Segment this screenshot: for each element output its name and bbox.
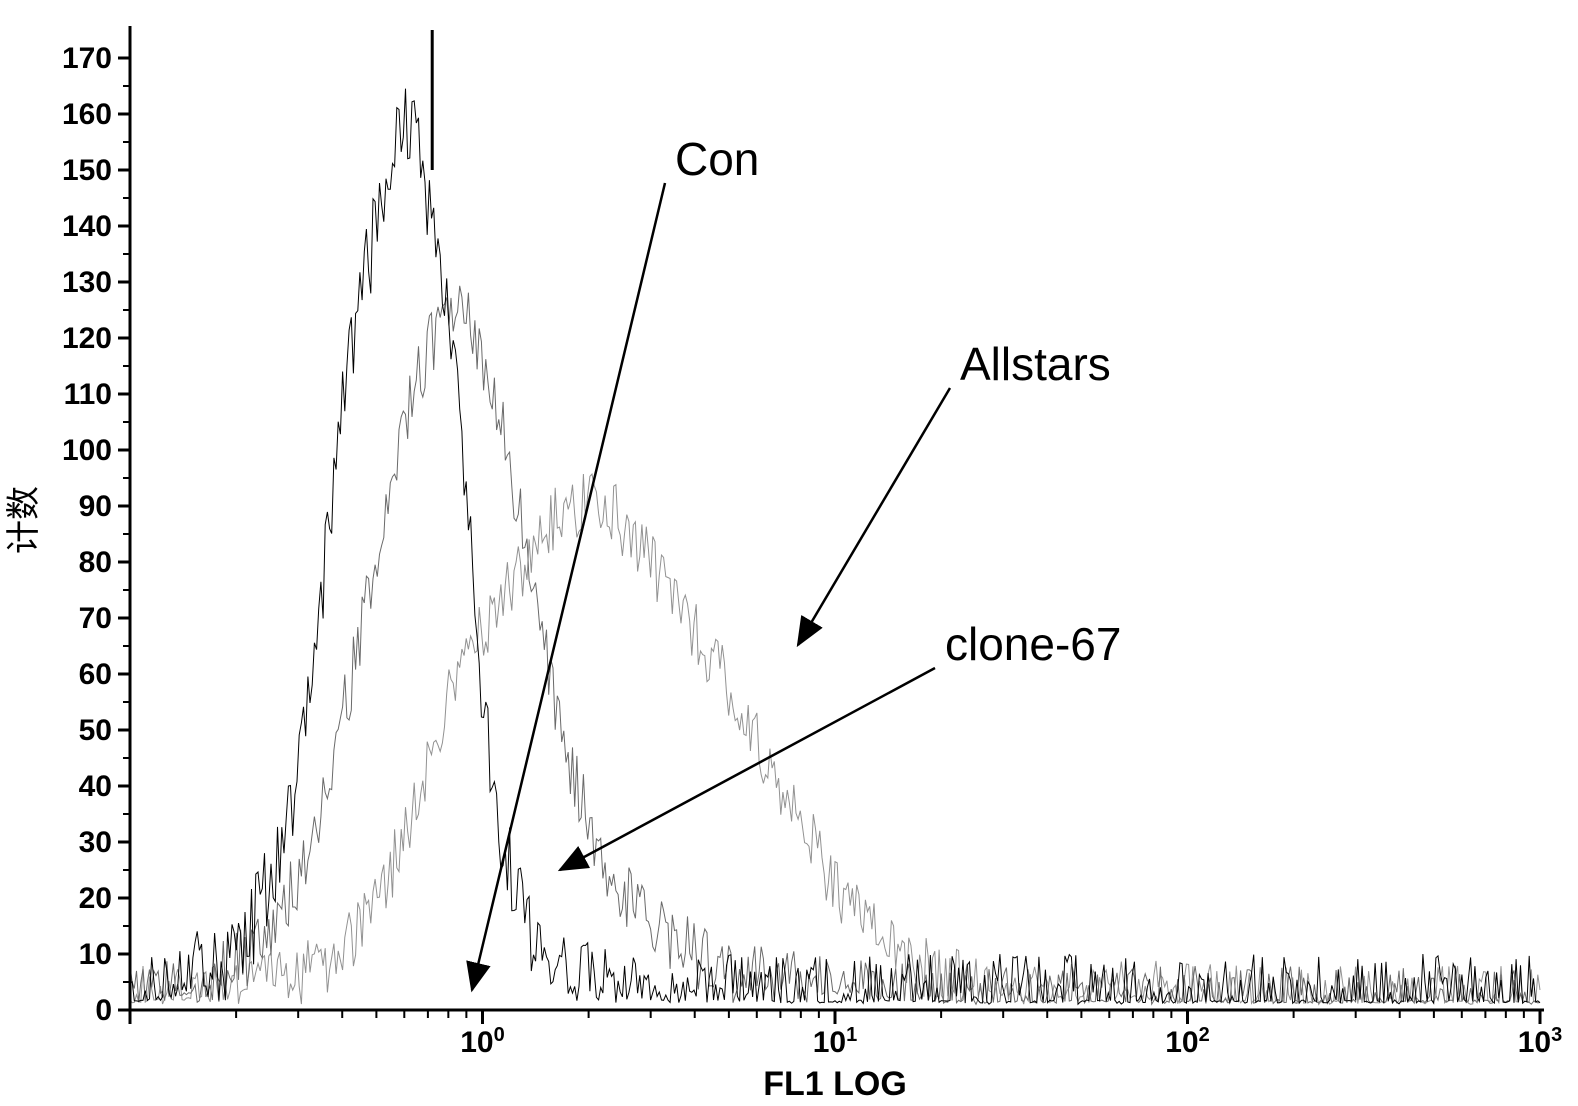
- y-tick-label: 30: [79, 826, 112, 859]
- annotation-con: Con: [675, 133, 759, 185]
- y-tick-label: 80: [79, 546, 112, 579]
- x-tick-label: 102: [1165, 1024, 1210, 1059]
- annotation-arrow: [798, 388, 950, 645]
- y-tick-label: 10: [79, 938, 112, 971]
- y-tick-label: 40: [79, 770, 112, 803]
- series-Allstars: [130, 474, 1540, 1004]
- y-tick-label: 20: [79, 882, 112, 915]
- y-tick-label: 100: [62, 434, 112, 467]
- annotation-clone-67: clone-67: [945, 618, 1121, 670]
- y-tick-label: 60: [79, 658, 112, 691]
- x-tick-label: 103: [1518, 1024, 1563, 1059]
- x-axis-label: FL1 LOG: [763, 1065, 907, 1103]
- y-tick-label: 160: [62, 98, 112, 131]
- y-tick-label: 90: [79, 490, 112, 523]
- annotation-arrow: [560, 668, 935, 870]
- flow-cytometry-histogram: 0 10 20 30 40 50 60 70 80 90 100 110 120 130 140 150 160…: [0, 0, 1578, 1106]
- y-tick-label: 140: [62, 210, 112, 243]
- y-tick-label: 0: [95, 994, 112, 1027]
- y-tick-label: 70: [79, 602, 112, 635]
- y-tick-label: 50: [79, 714, 112, 747]
- y-tick-label: 120: [62, 322, 112, 355]
- x-tick-label: 100: [460, 1024, 505, 1059]
- x-tick-label: 101: [813, 1024, 858, 1059]
- y-tick-label: 110: [64, 378, 112, 411]
- y-tick-label: 170: [62, 42, 112, 75]
- y-tick-label: 130: [62, 266, 112, 299]
- annotation-allstars: Allstars: [960, 338, 1111, 390]
- y-tick-label: 150: [62, 154, 112, 187]
- y-axis-label: 计数: [5, 486, 43, 554]
- chart-svg: 0 10 20 30 40 50 60 70 80 90 100 110 120 130 140 150 160…: [0, 0, 1578, 1106]
